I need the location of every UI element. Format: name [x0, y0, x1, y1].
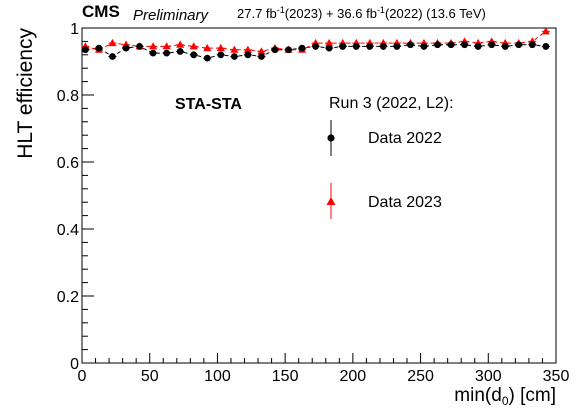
point-data-2023: [176, 40, 185, 48]
selection-annotation: STA-STA: [175, 96, 242, 113]
x-tick-label: 100: [204, 368, 231, 385]
point-data-2022: [420, 43, 428, 50]
point-data-2022: [515, 41, 523, 49]
lumi-exp-2022: -1: [377, 5, 385, 15]
point-data-2023: [149, 42, 158, 50]
y-tick-label: 0.2: [57, 289, 79, 306]
point-data-2022: [488, 41, 496, 49]
x-tick-label: 350: [543, 368, 570, 385]
point-data-2022: [352, 43, 360, 50]
point-data-2022: [528, 41, 536, 49]
point-data-2022: [285, 46, 292, 54]
y-tick-label: 0.4: [57, 222, 79, 239]
x-tick-label: 50: [141, 368, 159, 385]
point-data-2022: [325, 44, 333, 52]
point-data-2023: [257, 47, 266, 55]
x-tick-label: 0: [78, 368, 87, 385]
y-axis-label: HLT efficiency: [14, 28, 37, 159]
lumi-energy: (2022) (13.6 TeV): [385, 6, 486, 21]
point-data-2022: [379, 43, 387, 50]
point-data-2022: [176, 48, 184, 55]
point-data-2023: [189, 42, 198, 50]
point-data-2022: [190, 51, 198, 59]
legend: Run 3 (2022, L2): Data 2022 Data 2023: [326, 95, 454, 219]
legend-header: Run 3 (2022, L2):: [329, 95, 454, 112]
y-tick-label: 0: [70, 356, 79, 373]
x-tick-label: 150: [272, 368, 299, 385]
x-axis-label: min(d0) [cm]: [454, 385, 556, 408]
point-data-2022: [339, 43, 347, 50]
plot-frame: [81, 27, 557, 364]
lumi-2023: 27.7 fb: [237, 6, 277, 21]
x-tick-label: 250: [407, 368, 434, 385]
point-data-2022: [149, 49, 157, 57]
x-label-sub: 0: [502, 394, 509, 408]
point-data-2022: [461, 41, 468, 49]
point-data-2023: [162, 42, 171, 50]
legend-2023-marker: [326, 197, 336, 205]
point-data-2023: [325, 38, 334, 47]
point-data-2022: [393, 43, 401, 50]
point-data-2022: [258, 53, 265, 60]
point-data-2022: [122, 44, 130, 52]
x-label-suffix: ) [cm]: [509, 385, 557, 406]
axis-ticks: [81, 27, 557, 364]
point-data-2022: [447, 41, 455, 49]
point-data-2022: [366, 43, 374, 50]
point-data-2022: [109, 53, 116, 60]
x-label-prefix: min(d: [454, 385, 502, 406]
lumi-2022: (2023) + 36.6 fb: [285, 6, 377, 21]
point-data-2022: [474, 43, 482, 50]
point-data-2022: [542, 43, 550, 50]
y-tick-label: 0.8: [57, 88, 79, 105]
point-data-2023: [541, 27, 550, 35]
point-data-2022: [230, 53, 238, 60]
point-data-2022: [434, 41, 441, 49]
header-status: Preliminary: [133, 7, 210, 24]
point-data-2022: [81, 46, 89, 54]
x-tick-label: 200: [340, 368, 367, 385]
legend-2022-label: Data 2022: [368, 130, 442, 147]
legend-2023-label: Data 2023: [368, 194, 442, 211]
point-data-2022: [136, 43, 143, 50]
axis-tick-labels: 0 50 100 150 200 250 300 350 0 0.2 0.4 0.6 0.8 1: [57, 21, 570, 385]
data-points: [81, 27, 550, 62]
point-data-2022: [244, 51, 252, 59]
point-data-2022: [217, 51, 225, 59]
header-experiment: CMS: [82, 2, 120, 21]
legend-2022-marker: [327, 134, 335, 142]
point-data-2022: [95, 44, 103, 52]
point-data-2023: [203, 43, 212, 52]
point-data-2023: [108, 38, 117, 47]
point-data-2022: [271, 46, 279, 54]
y-tick-label: 0.6: [57, 155, 79, 172]
point-data-2023: [216, 43, 225, 52]
lumi-exp-2023: -1: [277, 5, 285, 15]
point-data-2022: [312, 43, 320, 50]
point-data-2022: [407, 41, 414, 49]
point-data-2022: [298, 44, 306, 52]
guide-data-2023: [85, 30, 547, 52]
point-data-2022: [501, 43, 509, 50]
header-luminosity: 27.7 fb-1(2023) + 36.6 fb-1(2022) (13.6 …: [237, 5, 486, 21]
x-tick-label: 300: [475, 368, 502, 385]
point-data-2022: [163, 49, 171, 57]
point-data-2022: [203, 54, 211, 62]
point-data-2023: [230, 45, 239, 53]
y-tick-label: 1: [70, 21, 79, 38]
point-data-2023: [243, 45, 252, 53]
